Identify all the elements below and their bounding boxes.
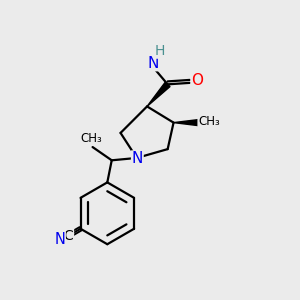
Text: N: N <box>132 151 143 166</box>
Polygon shape <box>147 82 170 106</box>
Text: N: N <box>147 56 159 70</box>
Text: CH₃: CH₃ <box>80 132 102 145</box>
Text: C: C <box>64 229 74 243</box>
Text: O: O <box>191 73 203 88</box>
Polygon shape <box>174 119 200 126</box>
Text: H: H <box>155 44 166 58</box>
Text: CH₃: CH₃ <box>198 115 220 128</box>
Text: N: N <box>54 232 65 247</box>
